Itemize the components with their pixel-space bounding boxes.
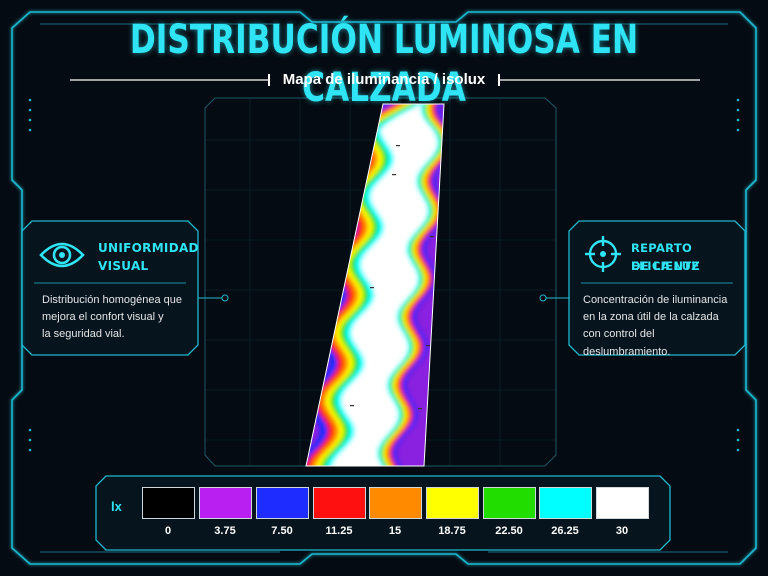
efficiency-text-line2: en la zona útil de la calzada: [583, 311, 719, 323]
efficiency-panel: REPARTO EFICIENTE DE LA LUZ Concentració…: [569, 221, 745, 358]
uniformity-panel: UNIFORMIDAD VISUAL Distribución homogéne…: [22, 221, 199, 355]
eye-icon: [39, 242, 85, 268]
isolux-band: [331, 104, 438, 466]
legend-tick: 11.25: [325, 525, 353, 537]
efficiency-text-line1: Concentración de iluminancia: [583, 294, 728, 306]
legend-tick: 18.75: [438, 525, 466, 537]
legend-tick: 3.75: [214, 525, 236, 537]
legend-tick: 26.25: [551, 525, 579, 537]
uniformity-text-line2: mejora el confort visual y: [42, 311, 164, 323]
page-subtitle: Mapa de iluminancia / isolux: [282, 71, 486, 88]
legend-tick: 0: [164, 525, 172, 537]
legend-swatch: [539, 487, 592, 519]
legend-swatch: [199, 487, 252, 519]
efficiency-title-line1: REPARTO EFICIENTE: [631, 241, 700, 273]
legend-swatch: [313, 487, 366, 519]
legend-tick: 22.50: [495, 525, 523, 537]
target-icon: [585, 236, 621, 272]
legend-swatch: [596, 487, 649, 519]
efficiency-title-line2: DE LA LUZ: [631, 259, 700, 273]
efficiency-text-line3: con control del deslumbramiento.: [583, 328, 671, 358]
legend-tick: 30: [615, 525, 629, 537]
legend-swatch: [369, 487, 422, 519]
legend-swatch: [256, 487, 309, 519]
legend-tick: 7.50: [271, 525, 293, 537]
uniformity-text-line3: la seguridad vial.: [42, 328, 125, 340]
legend-swatch: [483, 487, 536, 519]
page-title: DISTRIBUCIÓN LUMINOSA EN CALZADA: [129, 17, 639, 111]
uniformity-title-line2: VISUAL: [98, 259, 149, 273]
uniformity-text-line1: Distribución homogénea que: [42, 294, 183, 306]
legend-swatch: [426, 487, 479, 519]
uniformity-title-line1: UNIFORMIDAD: [98, 241, 199, 255]
legend-unit: lx: [111, 499, 122, 514]
legend-tick: 15: [388, 525, 402, 537]
legend-swatch: [142, 487, 195, 519]
